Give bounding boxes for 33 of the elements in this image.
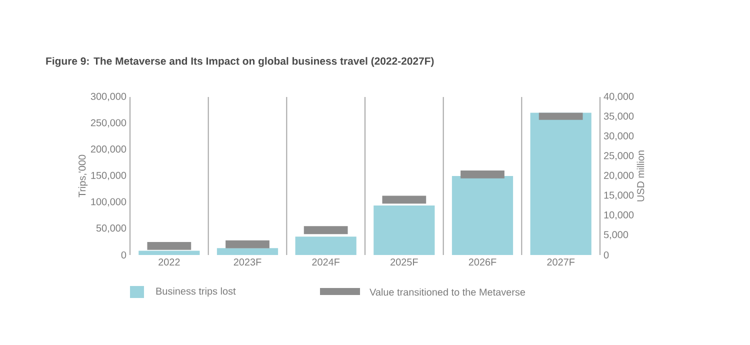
x-tick-label: 2027F	[547, 258, 575, 266]
y-tick-label: 50,000	[96, 224, 126, 233]
y-axis-title: Trips,'000	[78, 154, 88, 198]
y-tick-label: 100,000	[91, 198, 126, 206]
y-tick-label: 150,000	[91, 172, 126, 180]
y2-tick-label: 15,000	[604, 192, 634, 200]
y-tick-label: 250,000	[90, 119, 126, 128]
y-tick-label: 0	[121, 251, 126, 259]
bar	[460, 170, 504, 178]
x-tick-label: 2022	[158, 258, 180, 266]
bar	[530, 112, 592, 255]
y2-tick-label: 0	[604, 251, 609, 259]
y2-tick-label: 25,000	[604, 152, 634, 160]
legend-label: Value transitioned to the Metaverse	[370, 288, 526, 296]
bar	[538, 112, 583, 120]
y2-tick-label: 35,000	[604, 112, 634, 121]
y2-tick-label: 10,000	[604, 211, 634, 220]
chart-title: Figure 9: The Metaverse and Its Impact on global business travel (2022-2027F)	[46, 57, 434, 67]
bar	[382, 196, 426, 204]
bar	[304, 226, 348, 234]
legend-label: Business trips lost	[156, 287, 236, 297]
y-tick-label: 200,000	[90, 146, 126, 154]
y2-tick-label: 40,000	[604, 92, 634, 102]
y2-tick-label: 5,000	[604, 231, 628, 240]
y-tick-label: 300,000	[90, 92, 126, 102]
x-tick-label: 2025F	[390, 258, 418, 266]
y2-tick-label: 30,000	[604, 132, 634, 141]
x-tick-label: 2023F	[234, 258, 262, 266]
x-tick-label: 2026F	[468, 258, 496, 266]
y2-tick-label: 20,000	[604, 172, 634, 180]
bar	[295, 236, 356, 255]
y2-axis-title: USD million	[636, 150, 644, 202]
x-tick-label: 2024F	[312, 258, 340, 266]
